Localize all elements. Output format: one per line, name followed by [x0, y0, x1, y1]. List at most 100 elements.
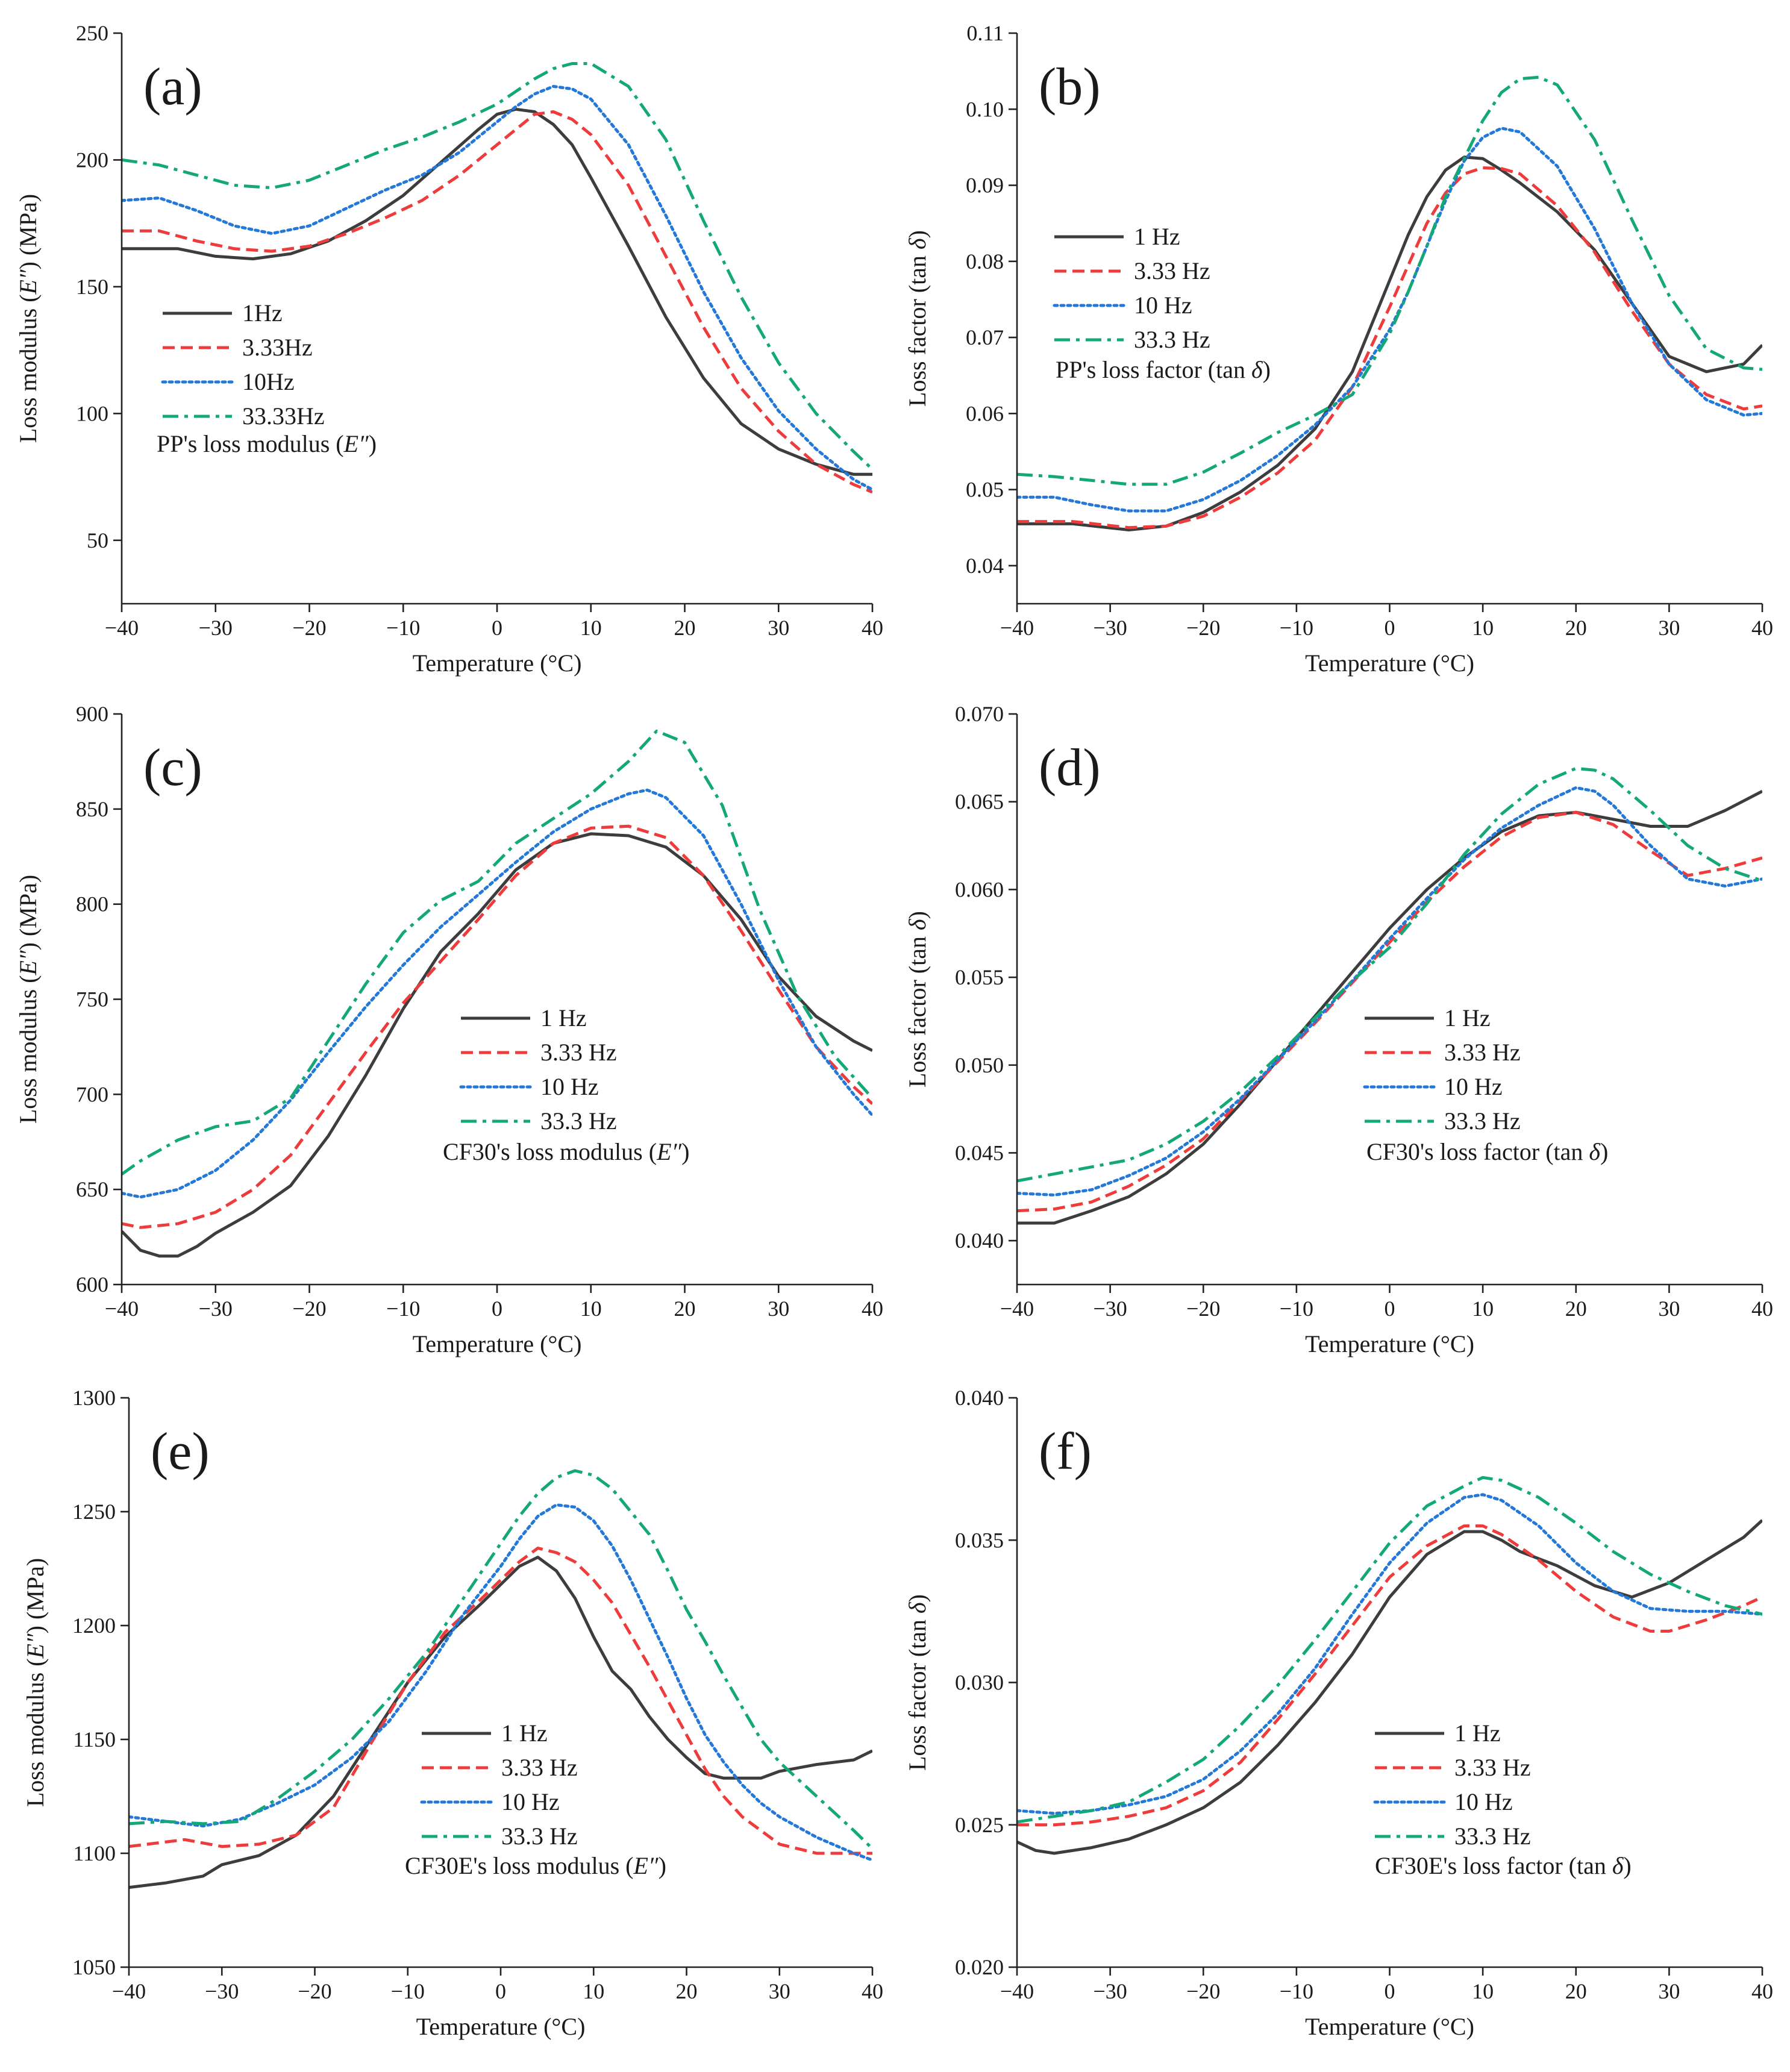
x-tick-label: 10	[1472, 1979, 1494, 2003]
x-tick-label: 30	[1658, 1297, 1680, 1321]
x-tick-label: 20	[1565, 1979, 1587, 2003]
x-tick-label: 30	[768, 616, 789, 640]
chart-annotation: CF30E's loss factor (tan δ)	[1375, 1852, 1632, 1879]
x-tick-label: 0	[1385, 1979, 1395, 2003]
y-tick-label: 1300	[72, 1386, 116, 1410]
x-axis-title: Temperature (°C)	[1305, 2013, 1474, 2040]
legend-label: 1Hz	[242, 299, 283, 327]
legend: 1 Hz 3.33 Hz 10 Hz 33.3 Hz	[459, 1004, 617, 1135]
x-axis-title: Temperature (°C)	[1305, 649, 1474, 677]
x-axis-title: Temperature (°C)	[413, 649, 582, 677]
series-line-3_33hz	[1017, 166, 1762, 530]
series-line-33hz	[129, 1469, 872, 1850]
legend-label: 10 Hz	[1134, 292, 1192, 319]
x-tick-label: −10	[1280, 1979, 1313, 2003]
x-tick-label: 30	[1658, 616, 1680, 640]
series-line-33hz	[122, 62, 872, 471]
y-tick-label: 0.09	[966, 174, 1004, 198]
x-tick-label: 0	[492, 616, 502, 640]
y-tick-label: 0.06	[966, 401, 1004, 425]
x-tick-label: −30	[1093, 1297, 1127, 1321]
chart-panel-b: −40 −30 −20 −10 0 10 20 30 40 0.04 0.05 0.06 0.07 0.0…	[904, 21, 1773, 677]
panel-label: (b)	[1039, 58, 1101, 116]
y-tick-label: 0.070	[955, 702, 1004, 726]
y-tick-label: 1250	[72, 1500, 116, 1524]
y-tick-label: 1100	[73, 1841, 116, 1865]
y-tick-label: 0.04	[966, 554, 1004, 578]
legend: 1 Hz 3.33 Hz 10 Hz 33.3 Hz	[1363, 1004, 1521, 1135]
y-tick-label: 700	[76, 1082, 108, 1106]
x-tick-label: −20	[1186, 616, 1220, 640]
y-tick-label: 1200	[72, 1613, 116, 1638]
x-tick-label: 40	[862, 1297, 883, 1321]
x-tick-label: −20	[298, 1979, 331, 2003]
y-tick-label: 200	[76, 148, 108, 172]
legend-label: 33.3 Hz	[540, 1107, 617, 1135]
x-tick-label: 40	[1751, 1297, 1773, 1321]
x-tick-label: −10	[386, 616, 420, 640]
y-tick-label: 0.050	[955, 1053, 1004, 1077]
x-tick-label: 0	[492, 1297, 502, 1321]
legend-label: 33.3 Hz	[1134, 326, 1210, 353]
legend-label: 3.33 Hz	[1454, 1754, 1531, 1781]
series-line-3_33hz	[129, 1547, 872, 1855]
legend-label: 33.3 Hz	[501, 1823, 578, 1850]
x-tick-label: −20	[292, 1297, 326, 1321]
x-tick-label: 0	[495, 1979, 506, 2003]
y-tick-label: 650	[76, 1177, 108, 1201]
chart-annotation: CF30's loss factor (tan δ)	[1366, 1138, 1608, 1165]
x-tick-label: −30	[199, 616, 233, 640]
y-tick-label: 50	[87, 528, 108, 552]
x-tick-label: −30	[1093, 616, 1127, 640]
panel-label: (c)	[143, 739, 202, 797]
y-tick-label: 1050	[72, 1955, 116, 1979]
series-line-3_33hz	[1017, 1524, 1762, 1827]
y-tick-label: 0.035	[955, 1528, 1004, 1552]
legend: 1 Hz 3.33 Hz 10 Hz 33.3 Hz	[1373, 1720, 1531, 1850]
panels: −40 −30 −20 −10 0 10 20 30 4050100150200250Tempe…	[14, 21, 1773, 2040]
y-axis-title: Loss factor (tan δ)	[904, 230, 931, 407]
y-tick-label: 900	[76, 702, 108, 726]
y-tick-label: 850	[76, 797, 108, 821]
x-tick-label: 30	[1658, 1979, 1680, 2003]
x-axis-title: Temperature (°C)	[1305, 1330, 1474, 1357]
x-tick-label: −40	[112, 1979, 146, 2003]
y-axis-title: Loss modulus (E″) (MPa)	[22, 1558, 49, 1807]
series-line-33hz	[1017, 766, 1762, 1183]
y-axis-title: Loss modulus (E″) (MPa)	[14, 875, 42, 1124]
y-tick-label: 0.060	[955, 877, 1004, 901]
x-tick-label: −30	[199, 1297, 233, 1321]
series-line-3_33hz	[1017, 810, 1762, 1213]
legend-label: 10 Hz	[1454, 1788, 1513, 1815]
x-tick-label: 0	[1385, 616, 1395, 640]
y-axis-title: Loss factor (tan δ)	[904, 911, 931, 1088]
series-line-1hz	[1017, 1519, 1762, 1855]
x-tick-label: 20	[676, 1979, 698, 2003]
legend-label: 33.3 Hz	[1454, 1823, 1531, 1850]
x-tick-label: 40	[862, 1979, 883, 2003]
legend: 1Hz 3.33Hz 10Hz 33.33Hz	[161, 299, 325, 430]
y-axis-title: Loss factor (tan δ)	[904, 1594, 931, 1771]
chart-panel-c: −40 −30 −20 −10 0 10 20 30 40 600 650 700 750 800 850 9…	[14, 702, 883, 1357]
panel-label: (f)	[1039, 1423, 1092, 1481]
legend-label: 1 Hz	[501, 1720, 548, 1747]
x-tick-label: −40	[1000, 616, 1034, 640]
chart-annotation: PP's loss modulus (E″)	[157, 430, 377, 457]
legend-label: 3.33 Hz	[1444, 1039, 1521, 1066]
y-tick-label: 0.040	[955, 1386, 1004, 1410]
legend-label: 1 Hz	[1444, 1004, 1491, 1031]
panel-label: (d)	[1039, 739, 1101, 797]
series-line-33hz	[122, 729, 872, 1175]
x-tick-label: −20	[1186, 1979, 1220, 2003]
legend-label: 1 Hz	[1454, 1720, 1501, 1747]
x-tick-label: 40	[1751, 616, 1773, 640]
x-tick-label: 40	[862, 616, 883, 640]
y-tick-label: 0.045	[955, 1141, 1004, 1165]
y-tick-label: 1150	[73, 1727, 116, 1751]
series-line-10hz	[122, 84, 872, 492]
y-tick-label: 0.10	[966, 97, 1004, 121]
y-tick-label: 0.11	[966, 21, 1004, 45]
x-tick-label: 10	[580, 1297, 602, 1321]
legend-label: 1 Hz	[1134, 223, 1180, 250]
series-line-10hz	[1017, 786, 1762, 1197]
